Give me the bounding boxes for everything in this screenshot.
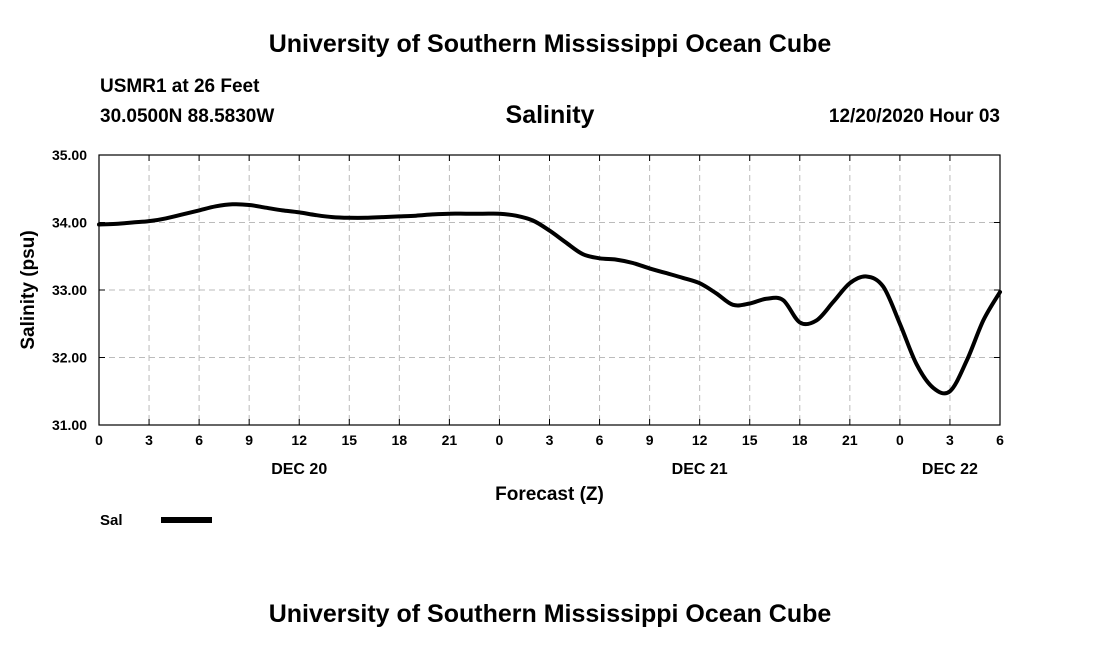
coordinates-label: 30.0500N 88.5830W [100,106,275,127]
x-tick-label: 21 [442,432,458,448]
x-tick-label: 3 [546,432,554,448]
x-tick-label: 0 [95,432,103,448]
y-tick-label: 31.00 [52,417,87,433]
x-axis-label: Forecast (Z) [495,484,604,505]
y-tick-label: 35.00 [52,147,87,163]
x-tick-label: 0 [496,432,504,448]
chart-title: Salinity [505,101,595,129]
station-label: USMR1 at 26 Feet [100,76,260,97]
date-label: DEC 21 [672,461,728,478]
y-tick-label: 34.00 [52,215,87,231]
x-tick-label: 15 [742,432,758,448]
axis-labels: 0 3 6 9 12 15 18 21 0 3 6 9 12 15 18 21 0 3 6 31.00 32.00 33.… [52,147,1004,478]
date-label: DEC 20 [271,461,327,478]
x-tick-label: 9 [646,432,654,448]
grid [99,155,1000,425]
legend-label: Sal [100,512,123,529]
date-label: DEC 22 [922,461,978,478]
x-tick-label: 21 [842,432,858,448]
x-tick-label: 6 [596,432,604,448]
y-tick-label: 32.00 [52,350,87,366]
x-tick-label: 6 [996,432,1004,448]
x-tick-label: 12 [692,432,708,448]
x-tick-label: 15 [341,432,357,448]
y-tick-label: 33.00 [52,282,87,298]
legend: Sal [100,512,212,529]
forecast-datetime: 12/20/2020 Hour 03 [828,106,1000,127]
x-tick-label: 18 [792,432,808,448]
y-axis-label: Salinity (psu) [18,230,39,349]
x-tick-label: 0 [896,432,904,448]
page-title: University of Southern Mississippi Ocean… [268,30,832,58]
x-tick-label: 9 [245,432,253,448]
x-tick-label: 3 [145,432,153,448]
x-tick-label: 18 [392,432,408,448]
salinity-line [97,202,1002,396]
x-tick-label: 3 [946,432,954,448]
footer-title: University of Southern Mississippi Ocean… [268,600,832,628]
x-tick-label: 6 [195,432,203,448]
x-tick-label: 12 [291,432,307,448]
